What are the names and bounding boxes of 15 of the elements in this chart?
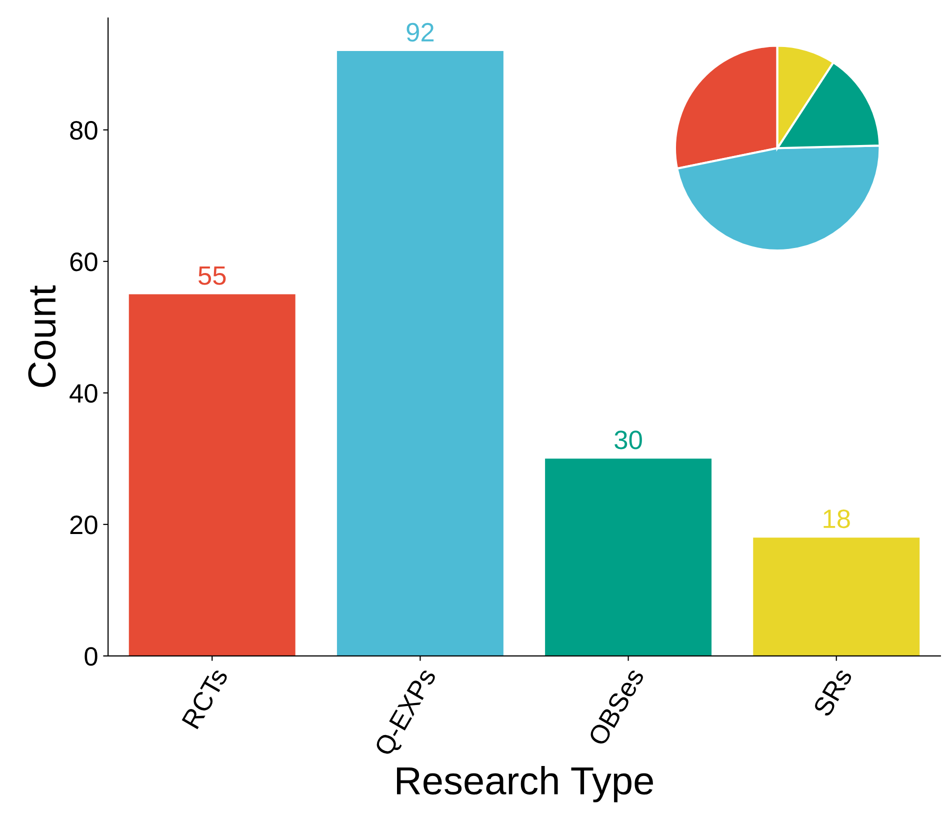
bar [128,294,296,656]
data-label: 92 [406,22,434,42]
y-tick-label: 20 [70,516,98,534]
y-axis-title: Count [28,285,56,387]
y-tick-label: 40 [70,384,98,403]
bar [336,50,504,656]
bar [753,538,920,656]
y-tick-label: 60 [70,252,98,272]
bar [545,458,712,656]
x-axis-title: Research Type [397,766,653,802]
data-label: 55 [198,266,226,285]
data-label: 18 [824,510,850,528]
y-tick-label: 0 [84,647,98,666]
data-label: 30 [614,430,642,450]
y-tick-label: 80 [70,121,98,140]
